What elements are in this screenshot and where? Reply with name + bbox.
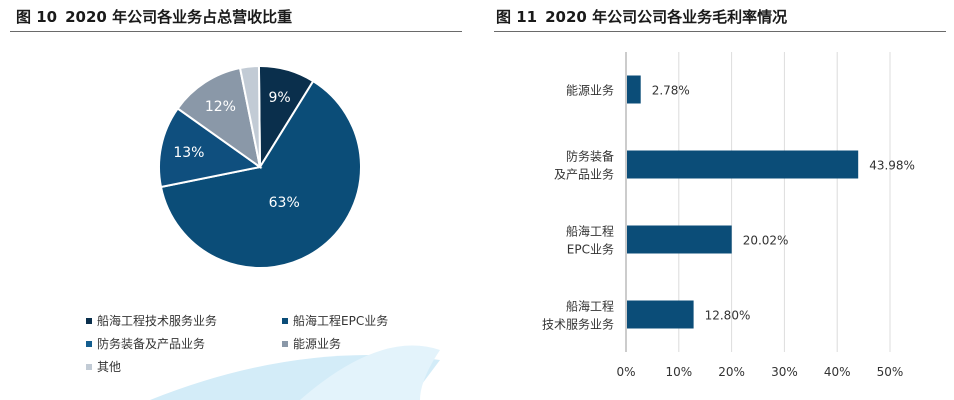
category-label-1-0: 防务装备 <box>566 149 614 164</box>
legend-item-2: 防务装备及产品业务 <box>86 335 205 352</box>
right-figure-number: 图 11 <box>496 8 538 26</box>
bar-2 <box>627 225 732 254</box>
pie-slice-3 <box>176 66 262 170</box>
category-label-1-1: 及产品业务 <box>554 167 614 182</box>
bar-value-label-2: 20.02% <box>743 234 789 248</box>
bar-value-label-1: 43.98% <box>869 159 915 173</box>
pie-slice-label-2: 13% <box>173 145 204 161</box>
pie-slice-label-1: 63% <box>269 195 300 211</box>
x-tick-label-4: 40% <box>824 365 851 379</box>
pie-slice-4 <box>238 64 261 168</box>
legend-item-3: 能源业务 <box>282 335 341 352</box>
legend-swatch-1 <box>282 317 288 324</box>
category-label-3-1: 技术服务业务 <box>542 317 614 332</box>
bar-value-label-0: 2.78% <box>652 84 690 98</box>
pie-slice-label-3: 12% <box>205 99 236 115</box>
revenue-share-pie-chart: 9% 63% 13% 12% <box>158 64 362 269</box>
bar-3 <box>627 300 694 329</box>
x-tick-label-3: 30% <box>771 365 798 379</box>
legend-swatch-3 <box>282 340 288 347</box>
left-title-divider <box>10 31 462 32</box>
category-label-3-0: 船海工程 <box>566 299 614 314</box>
pie-slice-label-0: 9% <box>268 90 290 106</box>
legend-label-2: 防务装备及产品业务 <box>97 337 206 351</box>
right-figure-title: 图 11 2020 年公司公司各业务毛利率情况 <box>496 4 936 30</box>
gross-margin-bar-chart: 0% 10% 20% 30% 40% 50% 2.78% 能源业务 43.98% 防务装备及产品业… <box>542 52 915 379</box>
bar-value-label-3: 12.80% <box>705 309 751 323</box>
category-label-0-0: 能源业务 <box>566 83 614 98</box>
left-figure-title: 图 10 2020 年公司各业务占总营收比重 <box>16 4 456 30</box>
x-tick-label-0: 0% <box>616 365 635 379</box>
bar-0 <box>627 75 641 104</box>
right-figure-caption: 2020 年公司公司各业务毛利率情况 <box>545 8 788 26</box>
legend-label-4: 其他 <box>97 360 122 374</box>
pie-slice-1 <box>159 79 362 269</box>
legend-swatch-2 <box>86 340 92 347</box>
legend-label-0: 船海工程技术服务业务 <box>97 314 218 328</box>
x-tick-label-5: 50% <box>877 365 904 379</box>
x-tick-label-1: 10% <box>665 365 692 379</box>
x-tick-label-2: 20% <box>718 365 745 379</box>
left-figure-caption: 2020 年公司各业务占总营收比重 <box>65 8 293 26</box>
legend-swatch-4 <box>86 363 92 370</box>
right-title-divider <box>494 31 946 32</box>
legend-label-1: 船海工程EPC业务 <box>293 314 389 328</box>
legend-item-1: 船海工程EPC业务 <box>282 312 388 329</box>
legend-swatch-0 <box>86 317 92 324</box>
category-label-2-0: 船海工程 <box>566 224 614 239</box>
pie-slice-2 <box>158 107 263 189</box>
category-label-2-1: EPC业务 <box>567 242 614 257</box>
legend-label-3: 能源业务 <box>293 337 342 351</box>
legend-item-4: 其他 <box>86 358 121 375</box>
legend-item-0: 船海工程技术服务业务 <box>86 312 217 329</box>
left-figure-number: 图 10 <box>16 8 58 26</box>
bar-1 <box>627 150 859 179</box>
